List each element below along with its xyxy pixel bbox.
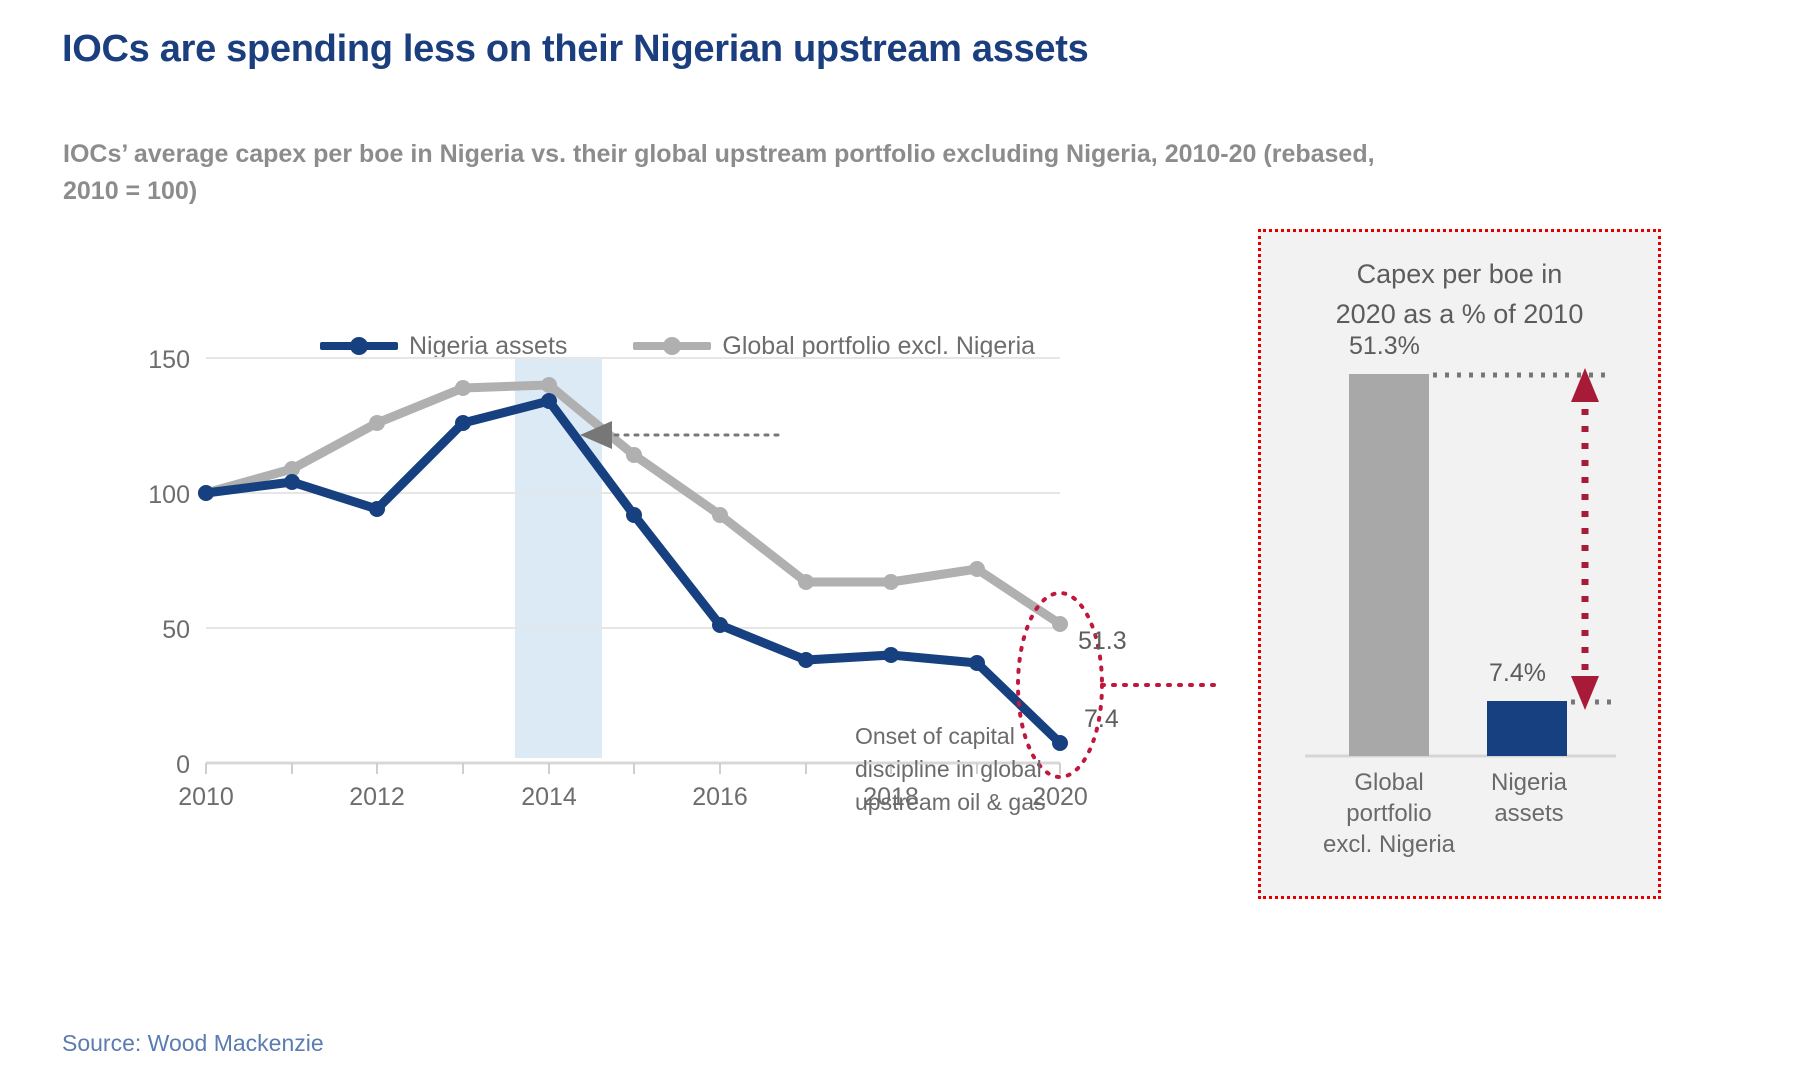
bar-value-label-global: 51.3% — [1349, 332, 1420, 360]
bar-category-global-line-2: portfolio — [1346, 800, 1432, 827]
inset-title-line-1: Capex per boe in — [1356, 259, 1563, 289]
legend-item-nigeria-assets[interactable]: Nigeria assets — [320, 332, 567, 361]
series-points-global — [198, 377, 1068, 632]
ratio-arrowhead-up-icon — [1571, 368, 1599, 402]
annotation-arrowhead-icon — [580, 421, 612, 449]
annotation-line-1: Onset of capital — [855, 723, 1015, 749]
legend-label-global: Global portfolio excl. Nigeria — [722, 331, 1036, 360]
inset-bar-chart — [1305, 368, 1616, 758]
legend-label-nigeria: Nigeria assets — [409, 331, 568, 360]
highlight-band — [515, 358, 602, 758]
line-chart: Nigeria assets Global portfolio excl. Ni… — [60, 280, 1220, 960]
x-tick-2010: 2010 — [178, 783, 234, 811]
x-tick-2012: 2012 — [349, 783, 405, 811]
line-chart-plot: 150 100 50 0 2010 2012 2014 2016 2018 20… — [148, 346, 1220, 811]
x-axis-ticks — [205, 763, 1061, 774]
x-tick-2020: 2020 — [1032, 783, 1088, 811]
bar-global-portfolio — [1349, 374, 1429, 756]
source-note: Source: Wood Mackenzie — [62, 1030, 324, 1056]
inset-title-line-2: 2020 as a % of 2010 — [1335, 299, 1584, 329]
bar-value-label-nigeria: 7.4% — [1489, 659, 1546, 687]
legend-swatch-global-icon — [633, 337, 712, 355]
series-line-global — [201, 380, 1065, 629]
endpoint-label-nigeria: 7.4 — [1084, 705, 1119, 733]
bar-category-nigeria-line-1: Nigeria — [1490, 769, 1568, 796]
y-tick-100: 100 — [148, 481, 190, 509]
x-tick-2014: 2014 — [521, 783, 577, 811]
annotation-text: Onset of capital discipline in global up… — [855, 720, 1155, 819]
legend-item-global-portfolio[interactable]: Global portfolio excl. Nigeria — [633, 332, 1035, 361]
bar-category-nigeria: Nigeria assets — [1449, 767, 1609, 829]
chart-legend: Nigeria assets Global portfolio excl. Ni… — [320, 328, 1035, 364]
annotation-line-3: upstream oil & gas — [855, 789, 1046, 815]
x-tick-2016: 2016 — [692, 783, 748, 811]
inset-panel: Capex per boe in 2020 as a % of 2010 7x … — [1258, 229, 1661, 899]
ratio-arrowhead-down-icon — [1571, 676, 1599, 710]
y-tick-50: 50 — [162, 616, 190, 644]
inset-panel-title: Capex per boe in 2020 as a % of 2010 — [1261, 254, 1658, 334]
annotation-line-2: discipline in global — [855, 756, 1042, 782]
y-tick-150: 150 — [148, 346, 190, 374]
legend-swatch-nigeria-icon — [320, 337, 398, 355]
bar-category-nigeria-line-2: assets — [1494, 800, 1564, 827]
bar-category-global-line-1: Global — [1354, 769, 1424, 796]
chart-subtitle: IOCs’ average capex per boe in Nigeria v… — [63, 140, 1375, 205]
y-tick-0: 0 — [176, 751, 190, 779]
series-points-nigeria — [198, 393, 1068, 751]
bar-category-global: Global portfolio excl. Nigeria — [1299, 767, 1479, 860]
x-tick-2018: 2018 — [863, 783, 919, 811]
bar-category-global-line-3: excl. Nigeria — [1322, 831, 1456, 858]
page-title: IOCs are spending less on their Nigerian… — [62, 28, 1089, 70]
bar-nigeria-assets — [1487, 701, 1567, 756]
endpoint-label-global: 51.3 — [1078, 627, 1127, 655]
